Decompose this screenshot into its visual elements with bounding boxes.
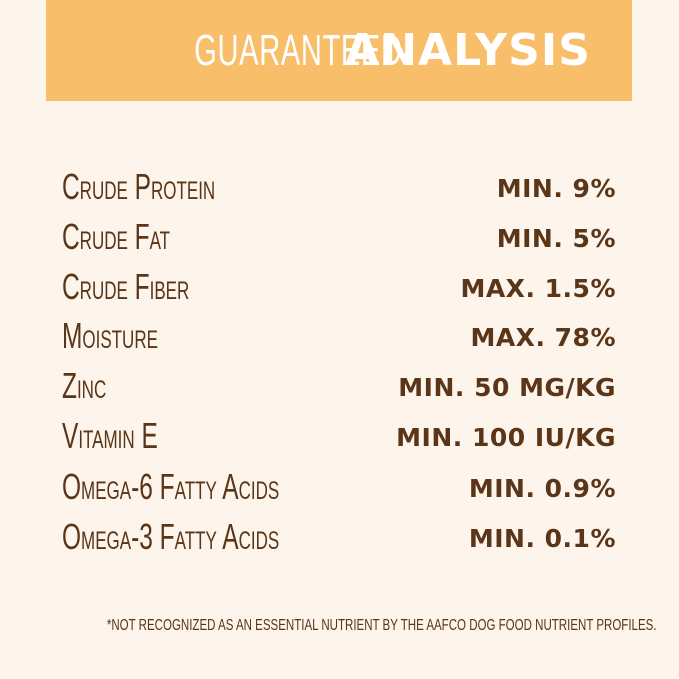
nutrient-value: MAX. 1.5%	[460, 274, 616, 303]
nutrient-value: MIN. 0.1%	[468, 524, 616, 553]
nutrient-value: MIN. 5%	[496, 224, 616, 253]
nutrient-value: MIN. 50 MG/KG	[398, 373, 616, 402]
nutrient-label: Crude Fat	[62, 216, 171, 257]
nutrient-row: Omega-3 Fatty Acids MIN. 0.1%	[62, 517, 616, 557]
nutrient-label: Omega-3 Fatty Acids	[62, 516, 280, 557]
footnote: *NOT RECOGNIZED AS AN ESSENTIAL NUTRIENT…	[0, 617, 679, 635]
footnote-text: *NOT RECOGNIZED AS AN ESSENTIAL NUTRIENT…	[106, 617, 657, 634]
nutrient-label: Crude Protein	[62, 166, 216, 207]
nutrient-label: Omega-6 Fatty Acids	[62, 466, 280, 507]
nutrient-row: Crude Fiber MAX. 1.5%	[62, 267, 616, 307]
nutrient-row: Crude Fat MIN. 5%	[62, 217, 616, 257]
nutrient-value: MIN. 9%	[496, 174, 616, 203]
nutrient-row: Omega-6 Fatty Acids MIN. 0.9%	[62, 467, 616, 507]
nutrient-label: Crude Fiber	[62, 266, 190, 307]
nutrient-label: Vitamin E	[62, 415, 158, 456]
title-bold: ANALYSIS	[345, 25, 591, 76]
nutrient-row: Moisture MAX. 78%	[62, 316, 616, 356]
nutrient-row: Vitamin E MIN. 100 IU/KG	[62, 416, 616, 456]
nutrient-value: MIN. 100 IU/KG	[396, 423, 616, 452]
nutrient-value: MAX. 78%	[470, 323, 616, 352]
nutrient-label: Moisture	[62, 315, 158, 356]
nutrient-row: Crude Protein MIN. 9%	[62, 167, 616, 207]
title-light: GUARANTEED	[194, 25, 403, 75]
nutrient-row: Zinc MIN. 50 MG/KG	[62, 366, 616, 406]
nutrient-value: MIN. 0.9%	[468, 474, 616, 503]
title-banner: GUARANTEED ANALYSIS	[46, 0, 632, 101]
nutrient-label: Zinc	[62, 365, 107, 406]
